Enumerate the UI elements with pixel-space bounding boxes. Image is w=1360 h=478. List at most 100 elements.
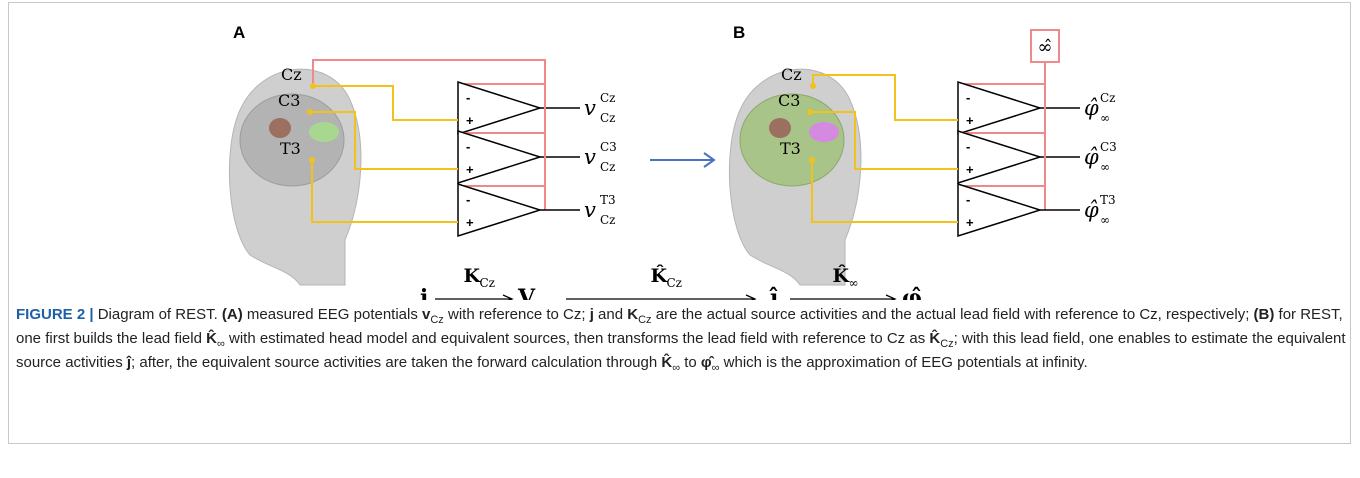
output-sub: Cz [600,213,616,227]
region [769,118,791,138]
signal-wire [810,111,958,170]
output-sup: C3 [1100,140,1117,154]
caption-bold: ĵ [126,354,132,371]
output-sub: Cz [600,111,616,125]
electrode-label: Cz [281,65,302,84]
caption-text: and [593,306,628,323]
caption-bold: (B) [1253,306,1275,323]
caption-sub: ∞ [672,362,681,374]
electrode-label: C3 [778,91,800,110]
output-symbol: v [584,198,596,222]
signal-wire [310,111,458,170]
figure-frame [8,2,1351,444]
caption-text: to [680,354,701,371]
equation-term: V [517,285,536,300]
output-symbol: v [584,96,596,120]
signal-wire [812,74,958,121]
panel-label: B [733,23,745,42]
transition-arrow [650,152,716,168]
term-sub: ∞ [919,299,929,300]
signal-wire [311,160,458,223]
caption: FIGURE 2 | Diagram of REST. (A) measured… [16,303,1346,375]
output-sup: Cz [600,91,616,105]
arrow-sub: Cz [480,276,496,290]
equation-arrow [566,294,757,300]
caption-text: with estimated head model and equivalent… [224,330,930,347]
equation-arrow [435,294,514,300]
amplifier-sign: + [466,215,474,230]
arrow-label: K [464,265,482,287]
electrode [809,157,815,163]
caption-sub: Cz [940,338,954,350]
output-sup: T3 [1100,193,1116,207]
output-sup: Cz [1100,91,1116,105]
reference-label: ∞̂ [1038,37,1053,58]
caption-sub: ∞ [216,338,225,350]
amplifier [457,80,543,136]
amplifier-sign: + [466,113,474,128]
output-sup: C3 [600,140,617,154]
amplifier [957,80,1043,136]
electrode-label: C3 [278,91,300,110]
caption-bold: (A) [221,306,243,323]
equation-arrow [790,294,897,300]
caption-text: are the actual source activities and the… [651,306,1254,323]
amplifier-sign: + [966,215,974,230]
electrode [310,83,316,89]
output-sub: Cz [600,160,616,174]
output-symbol: φ̂ [1084,96,1099,120]
panel-label: A [233,23,245,42]
amplifier-sign: - [466,139,470,154]
equation-term: ĵ [768,285,778,300]
amplifier [457,129,543,185]
equation-term: j [418,285,428,300]
arrow-sub: Cz [667,276,683,290]
reference-wire [312,59,546,186]
signal-wire [313,85,458,121]
region [809,122,839,142]
caption-bold: K̂ [206,330,217,347]
arrow-sub: ∞ [849,276,859,290]
region [269,118,291,138]
figure-label: FIGURE 2 | [16,306,94,323]
amplifier-sign: - [966,192,970,207]
amplifier [957,129,1043,185]
output-sub: ∞ [1100,160,1110,174]
output-sub: ∞ [1100,213,1110,227]
amplifier-sign: + [966,113,974,128]
caption-bold: φ̂ [700,354,712,371]
term-sub: Cz [535,299,551,300]
output-sup: T3 [600,193,616,207]
signal-wire [811,160,958,223]
caption-bold: v [422,306,431,323]
output-symbol: v [584,145,596,169]
output-symbol: φ̂ [1084,145,1099,169]
output-symbol: φ̂ [1084,198,1099,222]
amplifier-sign: - [466,192,470,207]
amplifier-sign: - [466,90,470,105]
electrode [807,109,813,115]
region [309,122,339,142]
amplifier-sign: + [966,162,974,177]
electrode-label: Cz [781,65,802,84]
electrode-label: T3 [280,139,301,158]
electrode [810,83,816,89]
brain [739,93,845,187]
output-sub: ∞ [1100,111,1110,125]
caption-text: measured EEG potentials [242,306,423,323]
caption-sub: Cz [430,314,444,326]
caption-text: ; after, the equivalent source activitie… [131,354,662,371]
electrode [307,109,313,115]
equation-term: φ̂ [902,285,922,300]
caption-text: Diagram of REST. [93,306,222,323]
caption-text: ; with this lead field, one enables to e… [16,330,1346,371]
caption-bold: K̂ [661,354,673,371]
caption-text: with reference to Cz; [443,306,590,323]
amplifier-sign: + [466,162,474,177]
amplifier-sign: - [966,90,970,105]
brain [239,93,345,187]
amplifier-sign: - [966,139,970,154]
amplifier [957,182,1043,238]
